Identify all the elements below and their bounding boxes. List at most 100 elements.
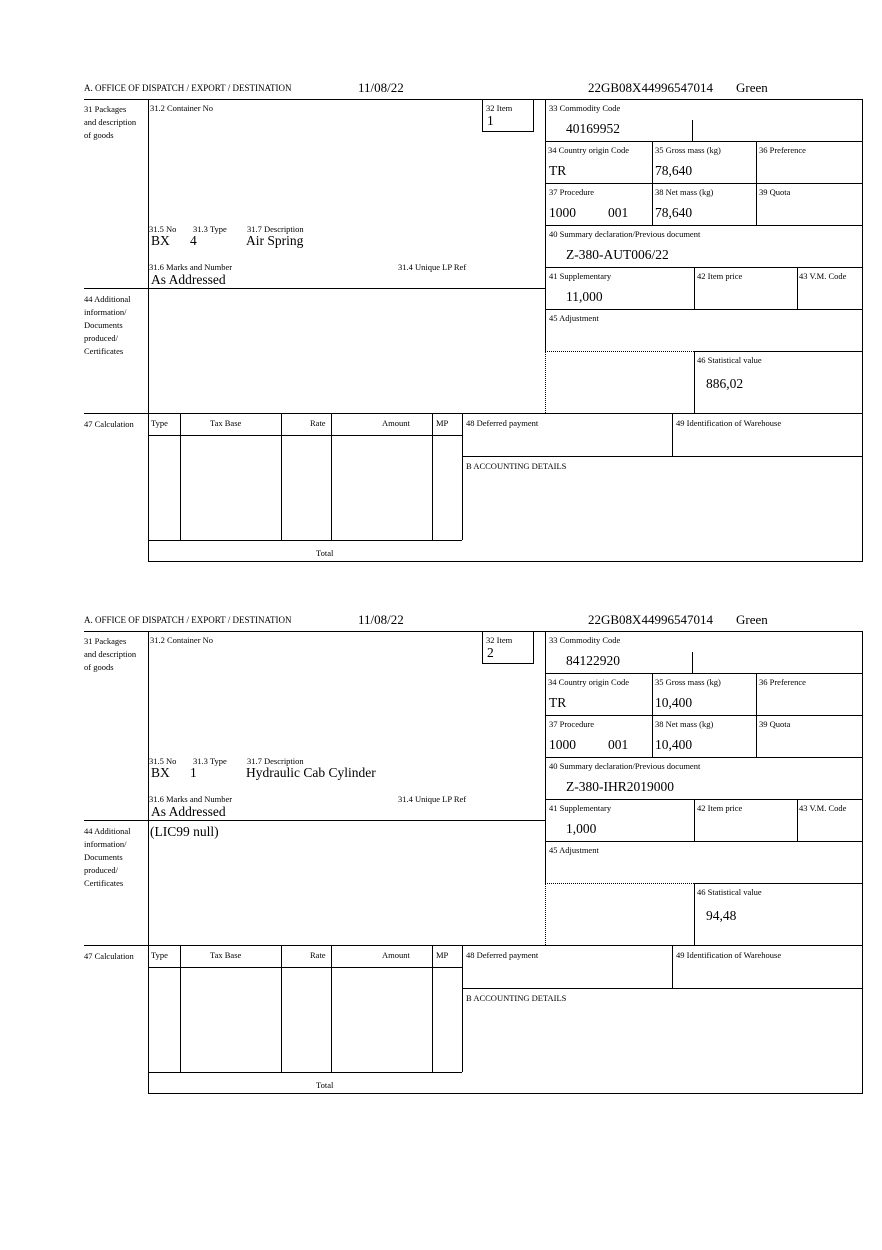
no-label: 31.5 No: [149, 224, 177, 234]
unique-ref-label: 31.4 Unique LP Ref: [398, 794, 467, 804]
box31-label: 31 Packages and description of goods: [84, 104, 137, 140]
col-type: Type: [151, 950, 168, 960]
col-tax-base: Tax Base: [210, 950, 242, 960]
commodity-label: 33 Commodity Code: [549, 635, 621, 645]
rule: [148, 1093, 863, 1094]
rule: [694, 351, 695, 413]
col-rate: Rate: [310, 950, 326, 960]
rule: [432, 413, 433, 540]
box47-label: 47 Calculation: [84, 419, 134, 429]
net-mass: 10,400: [655, 737, 693, 752]
rule: [692, 120, 693, 141]
rule: [756, 673, 757, 757]
total-label: Total: [316, 548, 334, 558]
rule: [84, 288, 545, 289]
supplementary-label: 41 Supplementary: [549, 271, 612, 281]
rule: [756, 141, 757, 225]
rule: [652, 673, 653, 757]
type-label: 31.3 Type: [193, 756, 227, 766]
rule: [148, 1072, 462, 1073]
box47-label: 47 Calculation: [84, 951, 134, 961]
gross-label: 35 Gross mass (kg): [655, 145, 721, 155]
rule: [545, 225, 862, 226]
procedure-additional: 001: [608, 205, 629, 220]
goods-description: Hydraulic Cab Cylinder: [246, 765, 376, 780]
deferred-label: 48 Deferred payment: [466, 418, 539, 428]
total-label: Total: [316, 1080, 334, 1090]
col-mp: MP: [436, 418, 449, 428]
accounting-label: B ACCOUNTING DETAILS: [466, 993, 567, 1003]
rule: [545, 799, 862, 800]
quota-label: 39 Quota: [759, 187, 791, 197]
unique-ref-label: 31.4 Unique LP Ref: [398, 262, 467, 272]
net-label: 38 Net mass (kg): [655, 187, 714, 197]
supplementary-value: 1,000: [566, 821, 597, 836]
col-amount: Amount: [382, 950, 410, 960]
reference-value: 22GB08X44996547014: [588, 612, 713, 627]
previous-document: Z-380-AUT006/22: [566, 247, 669, 262]
supplementary-value: 11,000: [566, 289, 603, 304]
rule: [533, 631, 534, 663]
rule: [692, 652, 693, 673]
box44-label: 44 Additional information/ Documents pro…: [84, 826, 131, 888]
office-label: A. OFFICE OF DISPATCH / EXPORT / DESTINA…: [84, 83, 292, 93]
statistical-value: 886,02: [706, 376, 744, 391]
packages-number: 1: [190, 765, 197, 780]
rule: [180, 413, 181, 540]
marks-label: 31.6 Marks and Number: [149, 262, 233, 272]
item-number: 1: [487, 113, 494, 128]
rule: [545, 351, 546, 413]
date-value: 11/08/22: [358, 612, 404, 627]
rule: [84, 413, 862, 414]
preference-label: 36 Preference: [759, 677, 806, 687]
country-label: 34 Country origin Code: [548, 145, 629, 155]
previous-document: Z-380-IHR2019000: [566, 779, 674, 794]
gross-label: 35 Gross mass (kg): [655, 677, 721, 687]
col-rate: Rate: [310, 418, 326, 428]
rule: [482, 631, 483, 663]
rule: [797, 799, 798, 841]
adjustment-label: 45 Adjustment: [549, 845, 599, 855]
rule: [545, 141, 862, 142]
packages-type: BX: [151, 765, 170, 780]
vm-code-label: 43 V.M. Code: [799, 803, 847, 813]
description-label: 31.7 Description: [247, 224, 304, 234]
item-price-label: 42 Item price: [697, 271, 743, 281]
container-label: 31.2 Container No: [150, 103, 214, 113]
procedure-label: 37 Procedure: [549, 187, 595, 197]
rule: [462, 456, 862, 457]
rule: [862, 631, 863, 1093]
statistical-label: 46 Statistical value: [697, 887, 762, 897]
commodity-code: 84122920: [566, 653, 620, 668]
item-number: 2: [487, 645, 494, 660]
rule: [331, 413, 332, 540]
rule: [545, 673, 862, 674]
rule: [148, 435, 462, 436]
marks-value: As Addressed: [151, 804, 226, 819]
item-price-label: 42 Item price: [697, 803, 743, 813]
col-amount: Amount: [382, 418, 410, 428]
rule: [694, 883, 862, 884]
rule: [672, 413, 673, 456]
rule: [862, 99, 863, 561]
rule: [545, 841, 862, 842]
warehouse-label: 49 Identification of Warehouse: [676, 950, 782, 960]
route-value: Green: [736, 612, 768, 627]
country-label: 34 Country origin Code: [548, 677, 629, 687]
rule: [148, 99, 149, 561]
adjustment-label: 45 Adjustment: [549, 313, 599, 323]
reference-value: 22GB08X44996547014: [588, 80, 713, 95]
item-label: 32 Item: [486, 635, 513, 645]
col-mp: MP: [436, 950, 449, 960]
procedure-additional: 001: [608, 737, 629, 752]
rule: [462, 988, 862, 989]
rule: [462, 945, 463, 1072]
rule: [545, 309, 862, 310]
procedure-code: 1000: [549, 737, 576, 752]
rule: [84, 820, 545, 821]
rule: [797, 267, 798, 309]
rule: [545, 183, 862, 184]
net-mass: 78,640: [655, 205, 693, 220]
vm-code-label: 43 V.M. Code: [799, 271, 847, 281]
statistical-value: 94,48: [706, 908, 737, 923]
